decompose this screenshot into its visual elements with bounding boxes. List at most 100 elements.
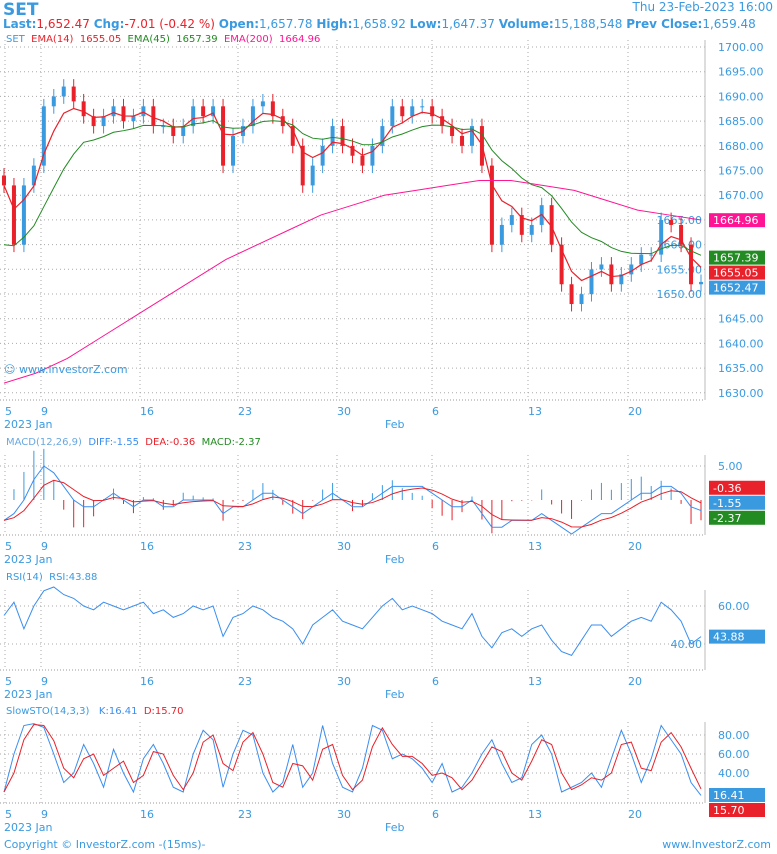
open-value: 1,657.78	[259, 17, 313, 31]
rsi-xtick: 23	[238, 675, 252, 688]
macd-xtick: Feb	[385, 553, 404, 566]
price-ytick: 1630.00	[718, 387, 764, 400]
rsi-line	[3, 586, 702, 657]
prev-close-label: Prev Close:	[626, 17, 703, 31]
candle-body	[569, 284, 574, 305]
rsi-xtick: 6	[432, 675, 439, 688]
price-xtick: 30	[337, 405, 351, 418]
price-ytick: 1645.00	[718, 313, 764, 326]
macd-xtick: 5	[5, 540, 12, 553]
candle-body	[340, 126, 345, 146]
ema45-line	[3, 119, 702, 256]
candle-body	[310, 165, 315, 186]
candle-body	[400, 106, 405, 117]
candle-body	[390, 106, 395, 127]
candle-body	[31, 165, 36, 186]
price-xtick: Feb	[385, 418, 404, 431]
rsi-xtick: 5	[5, 675, 12, 688]
candle-body	[380, 126, 385, 146]
last-label: Last:	[3, 17, 37, 31]
candle-body	[191, 106, 196, 127]
sto-xtick: 5	[5, 808, 12, 821]
price-badge-label: 1664.96	[713, 214, 759, 227]
rsi-value: RSI:43.88	[49, 572, 98, 583]
candle-body	[679, 224, 684, 245]
macd-diff: DIFF:-1.55	[88, 437, 139, 448]
high-label: High:	[316, 17, 353, 31]
candle-body	[440, 116, 445, 127]
candle-body	[221, 106, 226, 166]
candle-body	[101, 116, 106, 127]
sto-xtick: 13	[528, 808, 542, 821]
candle-body	[181, 126, 186, 136]
quote-bar: Last:1,652.47 Chg:-7.01 (-0.42 %) Open:1…	[3, 17, 756, 31]
sto-d: D:15.70	[143, 706, 184, 717]
price-ytick: 1700.00	[718, 41, 764, 54]
sto-xtick: 20	[628, 808, 642, 821]
candle-body	[231, 135, 236, 166]
sto-xtick: 23	[238, 808, 252, 821]
candle-body	[629, 264, 634, 275]
candle-body	[2, 175, 6, 186]
candle-body	[71, 86, 76, 102]
price-ytick: 1655.00	[657, 263, 703, 276]
candle-body	[509, 215, 514, 225]
candle-body	[499, 224, 504, 245]
candle-body	[669, 220, 674, 225]
footer-site-link[interactable]: www.InvestorZ.com	[662, 838, 771, 851]
candle-body	[689, 244, 694, 285]
price-ytick: 1635.00	[718, 362, 764, 375]
price-badge	[709, 280, 765, 295]
price-badge-label: 1655.05	[713, 267, 759, 280]
ema200-line	[3, 179, 702, 384]
macd-xtick: 20	[628, 540, 642, 553]
macd-badge-label: -1.55	[713, 497, 741, 510]
candle-body	[161, 126, 166, 128]
macd-name: MACD(12,26,9)	[6, 437, 82, 448]
legend-ema45-value: 1657.39	[176, 34, 218, 45]
price-ytick: 1680.00	[718, 140, 764, 153]
macd-xtick: 9	[41, 540, 48, 553]
volume-value: 15,188,548	[553, 17, 623, 31]
candle-body	[489, 165, 494, 245]
price-xtick: 20	[628, 405, 642, 418]
candle-body	[430, 106, 435, 117]
candle-body	[529, 224, 534, 235]
candle-body	[549, 205, 554, 245]
ema14-line	[3, 107, 702, 282]
symbol-title: SET	[3, 0, 39, 20]
chg-value: -7.01 (-0.42 %)	[124, 17, 215, 31]
price-xtick: 23	[238, 405, 252, 418]
price-badge-label: 1657.39	[713, 252, 759, 265]
candle-body	[330, 126, 335, 146]
macd-xtick: 30	[337, 540, 351, 553]
candle-body	[260, 101, 265, 107]
candle-body	[81, 101, 86, 117]
macd-xtick: 6	[432, 540, 439, 553]
rsi-xtick: 20	[628, 675, 642, 688]
candle-body	[121, 106, 126, 122]
price-ytick: 1685.00	[718, 115, 764, 128]
candle-body	[201, 106, 206, 117]
sto-ytick: 40.00	[718, 767, 750, 780]
candle-body	[609, 264, 614, 285]
sto-d-line	[3, 724, 702, 793]
candle-body	[589, 269, 594, 295]
price-xtick: 5	[5, 405, 12, 418]
last-value: 1,652.47	[36, 17, 90, 31]
candle-body	[579, 294, 584, 305]
chg-label: Chg:	[93, 17, 125, 31]
candle-body	[41, 106, 46, 166]
volume-label: Volume:	[498, 17, 554, 31]
candle-body	[619, 274, 624, 285]
candle-body	[519, 215, 524, 235]
candle-body	[111, 106, 116, 117]
price-xtick: 16	[140, 405, 154, 418]
candle-body	[599, 264, 604, 270]
candle-body	[250, 106, 255, 127]
rsi-xtick: 16	[140, 675, 154, 688]
sto-badge	[709, 803, 765, 817]
candle-body	[649, 254, 654, 256]
